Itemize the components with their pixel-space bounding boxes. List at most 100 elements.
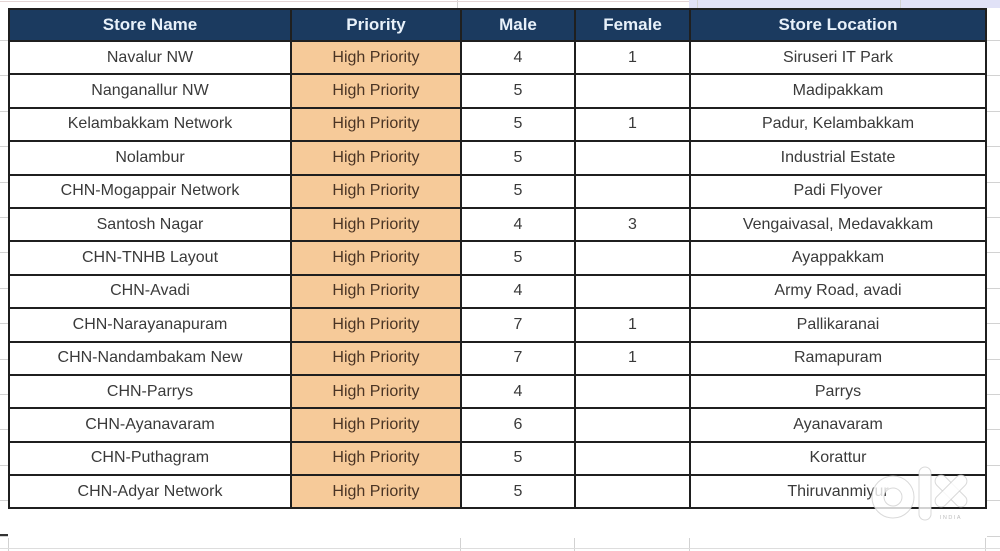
cell-priority[interactable]: High Priority xyxy=(290,73,462,109)
cell-male[interactable]: 5 xyxy=(460,106,576,143)
cell-priority[interactable]: High Priority xyxy=(290,440,462,477)
cell-store-location[interactable]: Army Road, avadi xyxy=(689,273,987,310)
cell-store-location[interactable]: Ayanavaram xyxy=(689,407,987,443)
cell-store-name[interactable]: Navalur NW xyxy=(8,39,292,76)
cell-store-location[interactable]: Padur, Kelambakkam xyxy=(689,106,987,143)
cell-store-location[interactable]: Pallikaranai xyxy=(689,307,987,343)
cell-store-name[interactable]: CHN-Puthagram xyxy=(8,440,292,477)
gridline xyxy=(460,538,461,551)
cell-priority[interactable]: High Priority xyxy=(290,206,462,243)
header-male[interactable]: Male xyxy=(460,8,576,42)
cell-female[interactable] xyxy=(574,273,691,310)
cell-store-location[interactable]: Vengaivasal, Medavakkam xyxy=(689,206,987,243)
cell-priority[interactable]: High Priority xyxy=(290,106,462,143)
cell-female[interactable]: 1 xyxy=(574,39,691,76)
gridline xyxy=(987,217,1000,218)
gridline xyxy=(0,40,8,41)
cell-priority[interactable]: High Priority xyxy=(290,373,462,410)
cell-store-location[interactable]: Ayappakkam xyxy=(689,240,987,276)
cell-male[interactable]: 7 xyxy=(460,340,576,376)
gridline xyxy=(0,146,8,147)
cell-store-name[interactable]: Nanganallur NW xyxy=(8,73,292,109)
cell-male[interactable]: 4 xyxy=(460,273,576,310)
cell-male[interactable]: 4 xyxy=(460,206,576,243)
cell-store-name[interactable]: CHN-Parrys xyxy=(8,373,292,410)
header-store-location[interactable]: Store Location xyxy=(689,8,987,42)
cell-store-location[interactable]: Ramapuram xyxy=(689,340,987,376)
cell-priority[interactable]: High Priority xyxy=(290,407,462,443)
cell-female[interactable] xyxy=(574,173,691,209)
cell-female[interactable]: 3 xyxy=(574,206,691,243)
cell-priority[interactable]: High Priority xyxy=(290,140,462,176)
cell-store-location[interactable]: Thiruvanmiyur xyxy=(689,474,987,510)
header-store-name[interactable]: Store Name xyxy=(8,8,292,42)
gridline xyxy=(0,252,8,253)
gridline xyxy=(0,500,8,501)
gridline xyxy=(0,111,8,112)
cell-store-name[interactable]: Santosh Nagar xyxy=(8,206,292,243)
cell-store-name[interactable]: CHN-Ayanavaram xyxy=(8,407,292,443)
cell-male[interactable]: 5 xyxy=(460,440,576,477)
cell-priority[interactable]: High Priority xyxy=(290,474,462,510)
cell-male[interactable]: 5 xyxy=(460,73,576,109)
gridline xyxy=(0,548,1000,549)
cell-priority[interactable]: High Priority xyxy=(290,307,462,343)
watermark-subtext: INDIA xyxy=(940,515,962,521)
cell-male[interactable]: 4 xyxy=(460,39,576,76)
cell-store-location[interactable]: Padi Flyover xyxy=(689,173,987,209)
cell-female[interactable]: 1 xyxy=(574,106,691,143)
cell-male[interactable]: 5 xyxy=(460,140,576,176)
cell-female[interactable] xyxy=(574,240,691,276)
cell-female[interactable] xyxy=(574,373,691,410)
gridline xyxy=(987,465,1000,466)
cell-store-location[interactable]: Industrial Estate xyxy=(689,140,987,176)
cell-female[interactable] xyxy=(574,73,691,109)
cell-store-location[interactable]: Madipakkam xyxy=(689,73,987,109)
cell-female[interactable] xyxy=(574,407,691,443)
cell-store-name[interactable]: CHN-Adyar Network xyxy=(8,474,292,510)
cell-priority[interactable]: High Priority xyxy=(290,340,462,376)
cell-store-name[interactable]: CHN-Nandambakam New xyxy=(8,340,292,376)
cell-priority[interactable]: High Priority xyxy=(290,273,462,310)
gridline xyxy=(987,40,1000,41)
header-row: Store Name Priority Male Female Store Lo… xyxy=(8,8,987,42)
gridline xyxy=(987,536,1000,537)
cell-store-name[interactable]: CHN-TNHB Layout xyxy=(8,240,292,276)
cell-store-location[interactable]: Parrys xyxy=(689,373,987,410)
cell-male[interactable]: 5 xyxy=(460,240,576,276)
cell-female[interactable]: 1 xyxy=(574,340,691,376)
cell-store-name[interactable]: Nolambur xyxy=(8,140,292,176)
table-row: Navalur NW High Priority 4 1 Siruseri IT… xyxy=(8,39,987,76)
cell-priority[interactable]: High Priority xyxy=(290,39,462,76)
table-row: Nolambur High Priority 5 Industrial Esta… xyxy=(8,140,987,176)
gridline xyxy=(987,111,1000,112)
cell-store-name[interactable]: CHN-Avadi xyxy=(8,273,292,310)
cell-female[interactable] xyxy=(574,474,691,510)
cell-male[interactable]: 5 xyxy=(460,173,576,209)
gridline xyxy=(987,146,1000,147)
table-row: CHN-Narayanapuram High Priority 7 1 Pall… xyxy=(8,307,987,343)
gridline xyxy=(0,1,689,2)
cell-female[interactable]: 1 xyxy=(574,307,691,343)
gridline xyxy=(0,217,8,218)
header-priority[interactable]: Priority xyxy=(290,8,462,42)
table-row: CHN-Ayanavaram High Priority 6 Ayanavara… xyxy=(8,407,987,443)
cell-store-location[interactable]: Siruseri IT Park xyxy=(689,39,987,76)
table-body: Navalur NW High Priority 4 1 Siruseri IT… xyxy=(8,39,987,510)
gridline xyxy=(574,538,575,551)
cell-male[interactable]: 7 xyxy=(460,307,576,343)
table-row: CHN-Adyar Network High Priority 5 Thiruv… xyxy=(8,474,987,510)
cell-male[interactable]: 5 xyxy=(460,474,576,510)
cell-male[interactable]: 4 xyxy=(460,373,576,410)
header-female[interactable]: Female xyxy=(574,8,691,42)
cell-store-location[interactable]: Korattur xyxy=(689,440,987,477)
cell-female[interactable] xyxy=(574,140,691,176)
cell-male[interactable]: 6 xyxy=(460,407,576,443)
cell-priority[interactable]: High Priority xyxy=(290,173,462,209)
cell-priority[interactable]: High Priority xyxy=(290,240,462,276)
cell-store-name[interactable]: CHN-Narayanapuram xyxy=(8,307,292,343)
cell-female[interactable] xyxy=(574,440,691,477)
cell-store-name[interactable]: CHN-Mogappair Network xyxy=(8,173,292,209)
cell-store-name[interactable]: Kelambakkam Network xyxy=(8,106,292,143)
